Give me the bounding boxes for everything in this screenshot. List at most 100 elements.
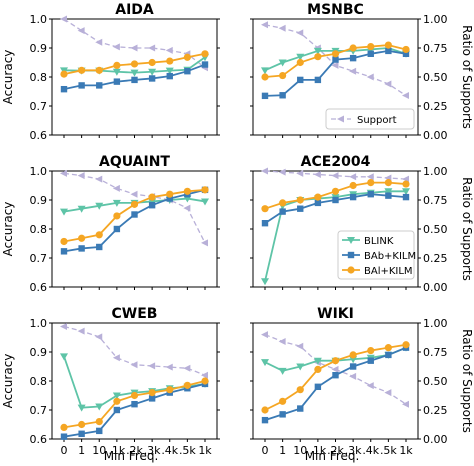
data-point-bal-kilm: [314, 193, 322, 201]
x-tick-label: .3k: [345, 444, 362, 457]
data-point-bal-kilm: [279, 397, 287, 405]
y2-tick-label: 0.75: [423, 346, 448, 359]
data-point-bab-kilm: [148, 202, 156, 209]
data-point-bab-kilm: [131, 76, 138, 84]
chart-title: WIKI: [317, 306, 354, 322]
data-point-bal-kilm: [261, 205, 269, 213]
x-tick-label: .1k: [108, 444, 125, 457]
data-point-blink: [130, 69, 139, 77]
data-point-bab-kilm: [385, 192, 392, 199]
data-point-bal-kilm: [113, 212, 121, 220]
y2-tick-label: 0.75: [423, 194, 448, 207]
data-point-bal-kilm: [113, 61, 121, 69]
data-point-bab-kilm: [148, 75, 156, 82]
x-tick-label: .2k: [126, 444, 143, 457]
data-point-bal-kilm: [183, 381, 191, 389]
data-point-bal-kilm: [331, 187, 340, 195]
data-point-bal-kilm: [384, 41, 392, 49]
series-line-support: [63, 325, 206, 376]
data-point-blink: [112, 392, 121, 400]
data-point-bab-kilm: [314, 383, 322, 390]
y-tick-label: 0.9: [30, 42, 48, 55]
data-point-support: [366, 73, 374, 81]
data-point-blink: [60, 208, 68, 216]
data-point-bal-kilm: [349, 44, 357, 52]
data-point-bal-kilm: [201, 50, 209, 58]
data-point-support: [95, 38, 103, 46]
panels: AIDA 0.6 0.7 0.8 0.9 1.0 MSNBC 0.00 0.25 0.50 0.75…: [30, 2, 448, 457]
legend-marker-support: [337, 115, 344, 123]
data-point-blink: [349, 356, 358, 364]
data-point-bab-kilm: [60, 248, 68, 255]
data-point-bal-kilm: [296, 386, 304, 394]
data-point-bab-kilm: [78, 82, 85, 89]
y-tick-label: 0.6: [30, 281, 48, 294]
data-point-support: [278, 338, 286, 346]
data-point-support: [148, 362, 156, 370]
data-point-bal-kilm: [349, 351, 357, 359]
data-point-bal-kilm: [78, 66, 86, 74]
legend-label-support: Support: [357, 115, 397, 126]
data-point-blink: [313, 357, 322, 365]
data-point-bab-kilm: [279, 208, 286, 215]
data-point-bal-kilm: [95, 418, 103, 426]
right-ylabel-middle: Ratio of Supports: [460, 177, 474, 281]
chart-title: AQUAINT: [99, 154, 170, 170]
data-point-bal-kilm: [296, 58, 304, 67]
data-point-bab-kilm: [261, 92, 269, 100]
chart-title: MSNBC: [307, 2, 364, 18]
data-point-bab-kilm: [385, 47, 392, 55]
legend-label-bab-kilm: BAb+KILM: [364, 251, 416, 262]
chart-ace2004: ACE2004 0.00 0.25 0.50 0.75 1.00: [250, 154, 448, 294]
data-point-support: [77, 27, 85, 35]
y2-tick-label: 0.50: [423, 71, 448, 84]
legend-marker-bab-kilm: [347, 251, 355, 259]
plot-frame: [51, 170, 218, 288]
data-point-blink: [148, 68, 157, 76]
data-point-bab-kilm: [297, 205, 304, 212]
data-point-support: [130, 44, 138, 52]
x-tick-label: 0: [262, 444, 269, 457]
y-tick-label: 0.9: [30, 194, 48, 207]
data-point-support: [201, 239, 208, 247]
data-point-bab-kilm: [402, 50, 410, 57]
data-point-blink: [77, 205, 86, 213]
data-point-bal-kilm: [166, 386, 174, 394]
data-point-bab-kilm: [261, 220, 269, 227]
data-point-blink: [278, 367, 287, 375]
data-point-bal-kilm: [166, 57, 174, 65]
y2-tick-label: 0.00: [423, 281, 448, 294]
data-point-bal-kilm: [113, 397, 121, 405]
data-point-support: [384, 80, 392, 88]
data-point-bal-kilm: [95, 66, 103, 74]
data-point-bal-kilm: [60, 70, 68, 78]
data-point-bal-kilm: [384, 179, 392, 187]
data-point-bab-kilm: [113, 225, 121, 233]
data-point-support: [77, 327, 85, 335]
y2-tick-label: 0.00: [423, 433, 448, 446]
y2-tick-label: 1.00: [423, 13, 448, 26]
data-point-support: [296, 29, 304, 37]
x-tick-label: 1k: [198, 444, 212, 457]
data-point-bab-kilm: [297, 405, 304, 412]
data-point-bal-kilm: [60, 237, 68, 246]
x-tick-label: 10: [293, 444, 307, 457]
data-point-support: [112, 184, 120, 192]
chart-title: ACE2004: [301, 154, 371, 170]
chart-cweb: CWEB 0.6 0.7 0.8 0.9 1.0 0 1 10.1k .2k .3k .4k .5k 1k: [30, 306, 220, 457]
xlabel-left: Min Freq.: [104, 449, 159, 463]
data-point-bab-kilm: [60, 433, 68, 440]
legend-box: [337, 230, 415, 280]
data-point-bal-kilm: [166, 190, 174, 198]
data-point-blink: [402, 188, 410, 196]
data-point-support: [148, 44, 156, 52]
data-point-support: [296, 342, 304, 350]
data-point-bal-kilm: [130, 391, 139, 400]
y2-tick-label: 0.25: [423, 252, 448, 265]
chart-title: CWEB: [112, 306, 158, 322]
data-point-support: [366, 173, 374, 181]
data-point-support: [165, 46, 173, 54]
data-point-bal-kilm: [130, 60, 139, 68]
data-point-bal-kilm: [331, 357, 340, 365]
data-point-blink: [261, 359, 269, 367]
